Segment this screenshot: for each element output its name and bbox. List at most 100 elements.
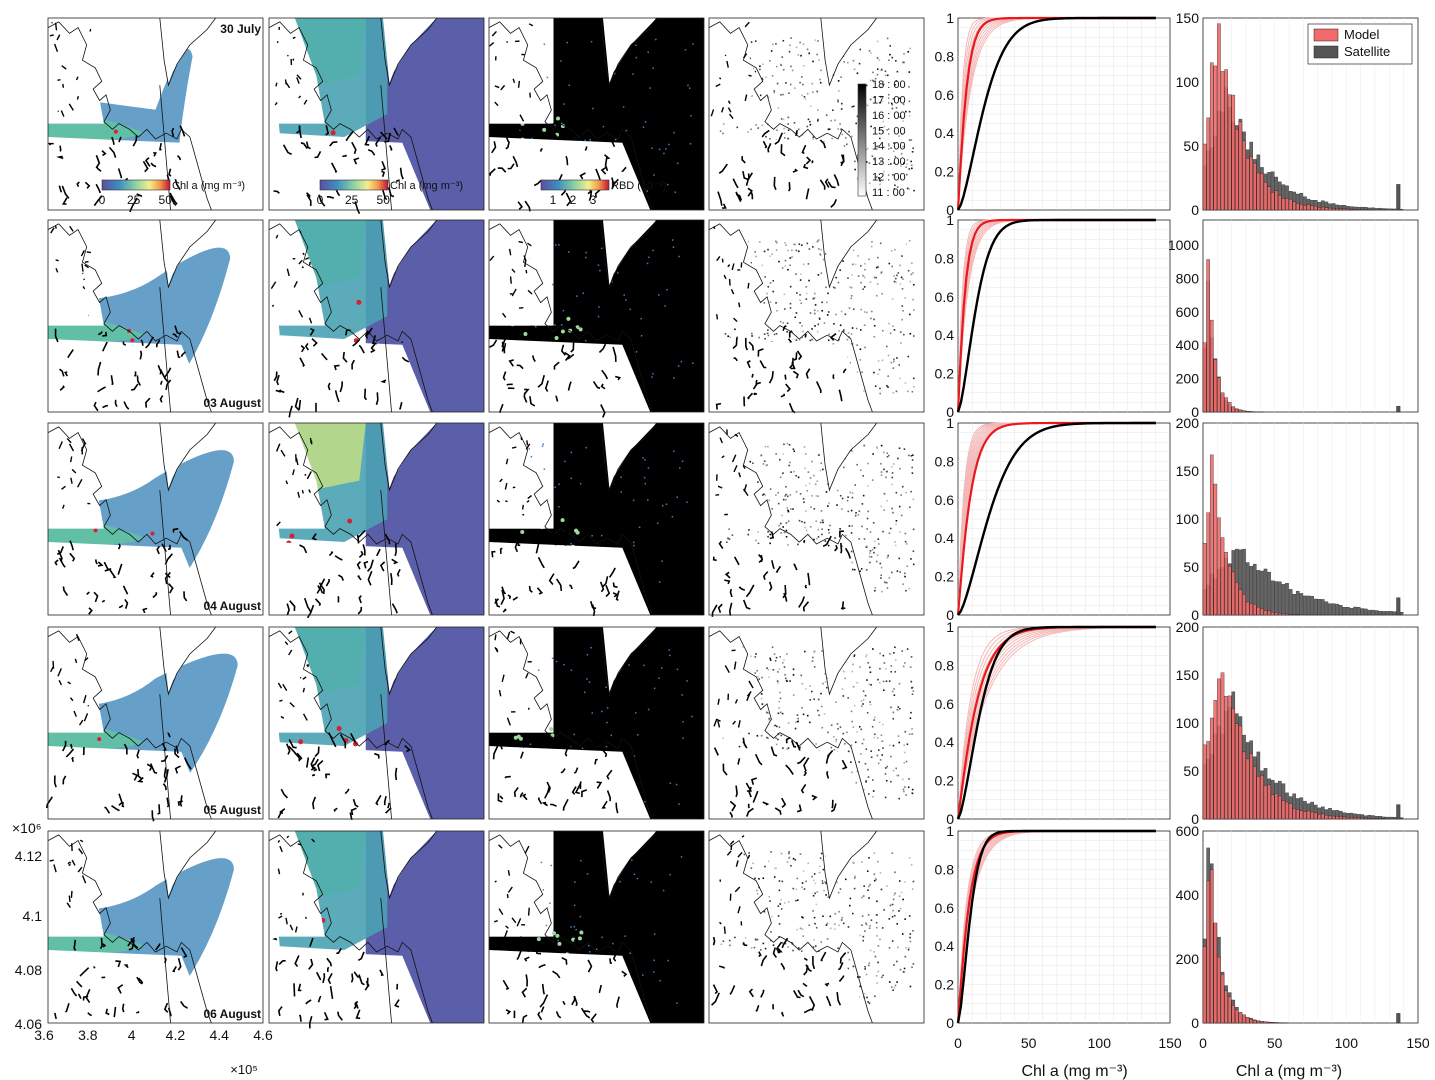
time-speck [908,239,911,242]
time-speck [904,297,907,299]
hist-model-bar [1242,410,1246,413]
time-speck [792,887,795,890]
river-mark [489,255,495,262]
time-speck [769,138,771,140]
time-speck [865,748,868,751]
rbd-speck [566,41,569,44]
hist-model-bar [1231,571,1236,616]
land-mask [382,423,437,489]
time-speck [908,86,910,88]
time-speck [873,551,875,554]
river-mark [494,634,497,641]
river-mark [747,282,750,289]
river-mark [404,744,411,753]
hist-satellite-bar [1324,601,1329,616]
time-speck [778,726,781,729]
time-speck [784,677,787,680]
rbd-speck [575,530,580,535]
hist-satellite-bar [1378,207,1382,211]
time-speck [893,275,896,277]
time-speck [851,568,854,571]
hist-model-bar [1202,744,1207,820]
hist-model-bar [1260,608,1264,616]
time-speck [864,930,866,932]
time-speck [861,371,863,374]
time-speck [856,115,859,118]
time-speck [890,670,892,673]
cdf-y-tick: 1 [946,212,954,228]
time-speck [817,239,820,242]
rbd-speck [580,859,582,862]
rbd-speck [599,269,601,272]
time-speck [909,666,912,668]
river-mark [492,745,499,760]
time-speck [865,569,868,571]
map-frame [47,219,264,413]
hist-y-tick: 0 [1191,404,1199,420]
time-speck [891,466,893,468]
river-mark [81,263,84,272]
river-mark [747,803,751,809]
time-speck [832,343,835,345]
time-speck [765,464,768,467]
plume-group [489,627,704,819]
river-mark [601,749,608,758]
time-speck [801,134,804,136]
river-mark [352,798,359,808]
time-speck [902,788,905,791]
time-speck [869,550,872,552]
time-speck [824,681,827,683]
map-frame [268,17,485,211]
time-speck [879,872,882,874]
time-speck [899,377,901,380]
time-speck [754,877,756,880]
time-speck [884,767,887,769]
time-speck [734,328,736,331]
river-mark [768,581,773,592]
time-speck [866,147,869,150]
hist-model-bar [1270,1022,1275,1024]
time-speck [854,514,857,517]
river-mark [525,974,529,987]
river-mark [805,156,812,165]
river-mark [365,327,373,337]
time-speck [895,281,897,284]
river-mark [735,191,742,202]
time-speck [797,717,799,720]
river-mark [47,142,54,146]
time-speck [792,949,794,952]
time-speck [817,274,820,276]
river-mark [293,983,296,997]
time-speck [758,336,761,339]
river-mark [286,835,290,839]
time-speck [886,470,888,473]
land-mask [489,627,545,733]
rbd-speck [673,450,675,452]
time-speck [748,732,750,735]
hist-model-bar [1238,589,1243,616]
chl-hotspot [150,531,155,536]
time-speck [787,747,790,749]
time-speck [792,694,795,696]
time-speck [806,489,809,492]
river-mark [150,572,155,578]
time-speck [824,540,827,542]
river-mark [104,567,112,572]
time-speck [875,878,877,881]
hist-model-bar [1292,808,1296,820]
time-speck [794,727,797,730]
river-mark [615,802,619,814]
time-speck [870,52,872,54]
river-mark [784,374,787,380]
river-mark [811,160,814,164]
rbd-speck [586,873,589,875]
river-mark [69,225,74,232]
time-speck [763,460,766,462]
hist-model-bar [1220,71,1225,211]
time-speck [898,135,900,137]
river-mark [831,799,834,809]
hist-model-bar [1281,613,1286,616]
time-speck [778,700,780,703]
time-speck [910,680,913,683]
